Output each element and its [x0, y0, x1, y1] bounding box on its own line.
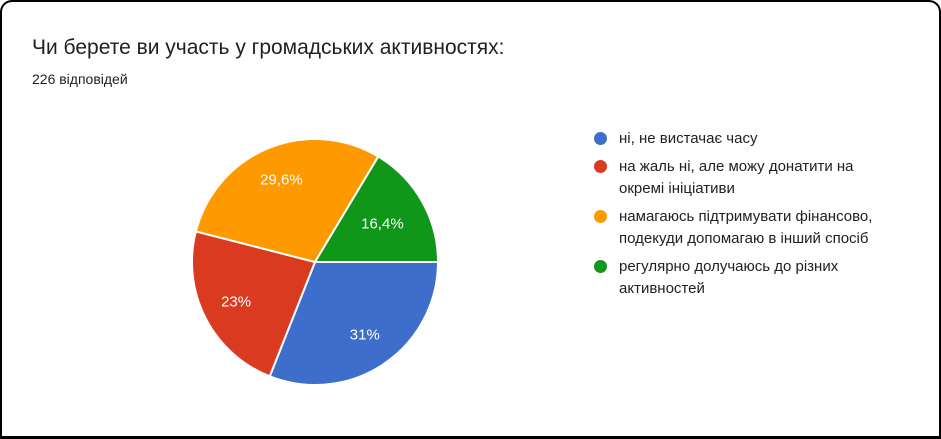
pie-slice-percent-label-3: 16,4%: [361, 215, 404, 232]
legend-label: на жаль ні, але можу донатити на окремі …: [619, 158, 854, 197]
responses-count: 226 відповідей: [32, 71, 128, 87]
legend-label: регулярно долучаюсь до різних активносте…: [619, 258, 839, 297]
pie-chart-svg: 31% 23% 29,6% 16,4%: [191, 138, 439, 386]
legend-label: ні, не вистачає часу: [619, 130, 758, 147]
legend-swatch: [594, 132, 607, 145]
legend-label: намагаюсь підтримувати фінансово, подеку…: [619, 208, 873, 247]
legend-item: регулярно долучаюсь до різних активносте…: [594, 256, 929, 300]
legend-item: намагаюсь підтримувати фінансово, подеку…: [594, 206, 929, 250]
legend-swatch: [594, 260, 607, 273]
pie-slice-percent-label-1: 23%: [221, 294, 251, 311]
legend-swatch: [594, 210, 607, 223]
pie-slice-percent-label-2: 29,6%: [260, 172, 303, 189]
legend-item: ні, не вистачає часу: [594, 128, 929, 150]
question-title: Чи берете ви участь у громадських активн…: [32, 36, 505, 59]
pie-slice-percent-label-0: 31%: [350, 327, 380, 344]
legend-swatch: [594, 160, 607, 173]
pie-slice-0[interactable]: [268, 261, 439, 386]
pie-slice-1[interactable]: [191, 230, 316, 378]
pie-chart: 31% 23% 29,6% 16,4%: [190, 137, 440, 387]
legend-item: на жаль ні, але можу донатити на окремі …: [594, 156, 929, 200]
pie-slice-3[interactable]: [314, 155, 439, 263]
legend: ні, не вистачає часу на жаль ні, але мож…: [594, 128, 929, 306]
